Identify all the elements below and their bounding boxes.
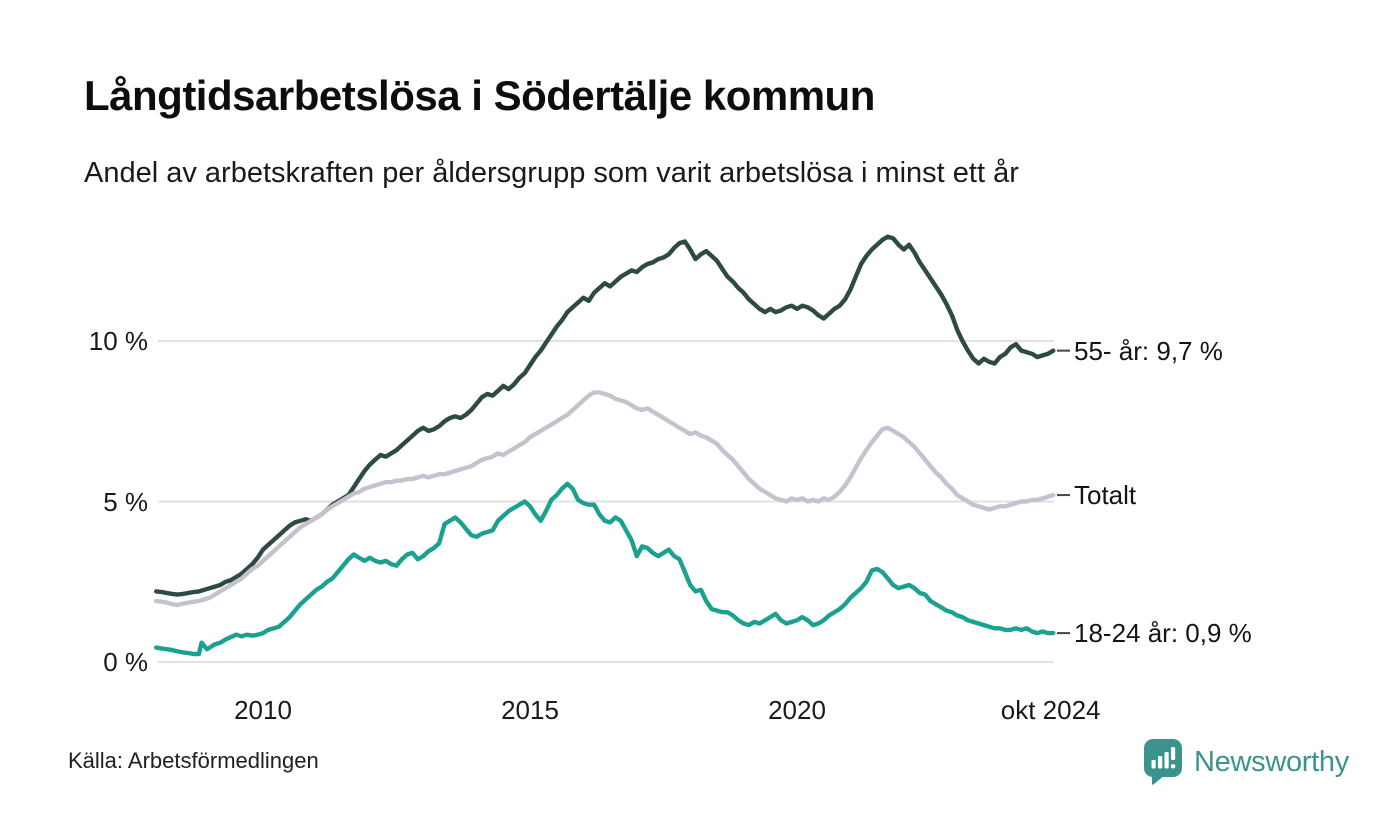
series-line-18-24-r (153, 481, 1056, 657)
source-caption: Källa: Arbetsförmedlingen (68, 748, 319, 773)
page-subtitle: Andel av arbetskraften per åldersgrupp s… (84, 157, 1019, 189)
series-end-label: 55- år: 9,7 % (1074, 335, 1223, 366)
y-tick-label: 10 % (88, 326, 148, 356)
x-tick-label: 2010 (234, 695, 292, 725)
x-tick-label: 2020 (768, 695, 826, 725)
series-end-label: 18-24 år: 0,9 % (1074, 618, 1252, 649)
page-title: Långtidsarbetslösa i Södertälje kommun (84, 72, 875, 119)
y-tick-label: 0 % (103, 647, 148, 677)
brand-logo: Newsworthy (1142, 738, 1349, 786)
series-end-label: Totalt (1074, 480, 1137, 511)
x-tick-label: okt 2024 (1000, 695, 1101, 725)
newsworthy-bubble-barchart-icon (1144, 739, 1182, 785)
series-line-55-r (153, 234, 1056, 597)
series-line-totalt (153, 390, 1056, 608)
y-tick-label: 5 % (103, 486, 148, 517)
brand-name: Newsworthy (1194, 745, 1349, 778)
x-tick-label: 2015 (501, 695, 559, 725)
